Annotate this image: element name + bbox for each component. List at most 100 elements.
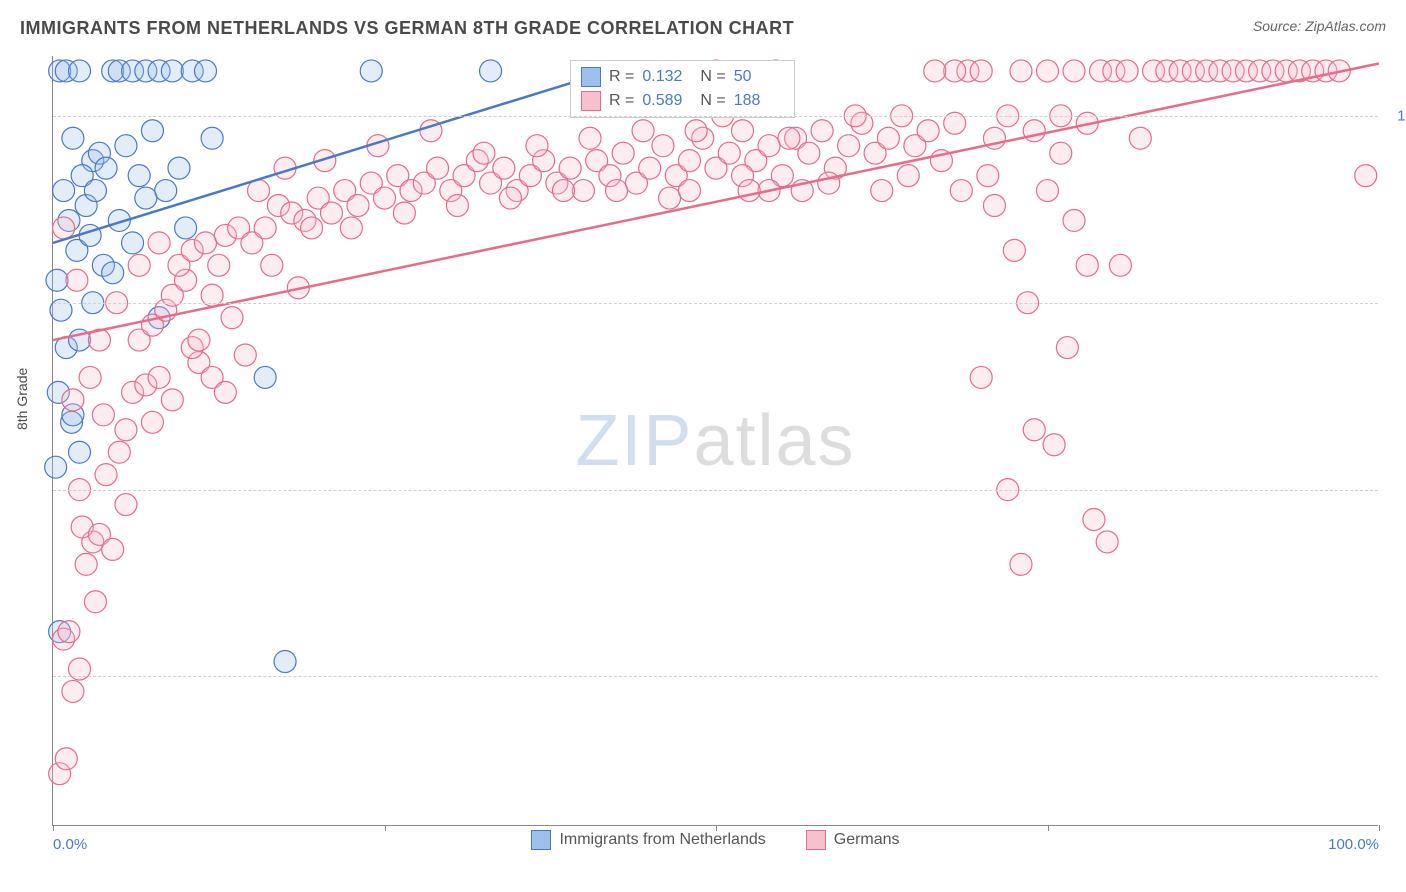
data-point (108, 441, 130, 463)
data-point (135, 187, 157, 209)
data-point (221, 307, 243, 329)
data-point (1023, 120, 1045, 142)
data-point (148, 232, 170, 254)
data-point (155, 180, 177, 202)
data-point (1010, 553, 1032, 575)
data-point (559, 157, 581, 179)
data-point (1076, 254, 1098, 276)
data-point (526, 135, 548, 157)
data-point (84, 180, 106, 202)
data-point (1116, 60, 1138, 82)
x-tick (716, 825, 717, 831)
data-point (374, 187, 396, 209)
plot-area: ZIPatlas R =0.132N =50R =0.589N =188 Imm… (52, 56, 1378, 826)
data-point (983, 195, 1005, 217)
data-point (473, 142, 495, 164)
legend-row: R =0.589N =188 (581, 89, 784, 113)
data-point (128, 165, 150, 187)
data-point (1037, 180, 1059, 202)
data-point (977, 165, 999, 187)
data-point (553, 180, 575, 202)
data-point (254, 366, 276, 388)
data-point (446, 195, 468, 217)
data-point (92, 404, 114, 426)
data-point (652, 135, 674, 157)
data-point (838, 135, 860, 157)
data-point (1096, 531, 1118, 553)
data-point (1063, 60, 1085, 82)
legend-swatch (806, 830, 826, 850)
data-point (1050, 142, 1072, 164)
r-value: 0.132 (642, 68, 692, 86)
data-point (917, 120, 939, 142)
data-point (168, 157, 190, 179)
legend-row: R =0.132N =50 (581, 65, 784, 89)
data-point (572, 180, 594, 202)
data-point (79, 224, 101, 246)
data-point (659, 187, 681, 209)
data-point (897, 165, 919, 187)
data-point (95, 157, 117, 179)
data-point (194, 60, 216, 82)
data-point (102, 262, 124, 284)
data-point (261, 254, 283, 276)
x-tick (1048, 825, 1049, 831)
data-point (1129, 127, 1151, 149)
data-point (175, 217, 197, 239)
data-point (188, 329, 210, 351)
data-point (493, 157, 515, 179)
legend-swatch (581, 67, 601, 87)
data-point (1063, 209, 1085, 231)
x-tick (53, 825, 54, 831)
data-point (208, 254, 230, 276)
series-legend: Immigrants from NetherlandsGermans (53, 830, 1378, 855)
n-label: N = (700, 68, 725, 86)
data-point (102, 538, 124, 560)
data-point (148, 366, 170, 388)
scatter-plot-svg (53, 56, 1378, 825)
gridline-h (53, 676, 1378, 677)
y-tick-label: 95.0% (1388, 481, 1406, 498)
data-point (194, 232, 216, 254)
data-point (944, 60, 966, 82)
gridline-h (53, 303, 1378, 304)
data-point (53, 180, 75, 202)
gridline-h (53, 490, 1378, 491)
y-tick-label: 100.0% (1388, 107, 1406, 124)
data-point (79, 366, 101, 388)
data-point (499, 187, 521, 209)
r-value: 0.589 (642, 92, 692, 110)
legend-swatch (531, 830, 551, 850)
data-point (115, 494, 137, 516)
data-point (732, 120, 754, 142)
data-point (360, 60, 382, 82)
data-point (301, 217, 323, 239)
n-label: N = (700, 92, 725, 110)
x-tick (385, 825, 386, 831)
data-point (678, 180, 700, 202)
data-point (612, 142, 634, 164)
data-point (161, 60, 183, 82)
data-point (778, 127, 800, 149)
data-point (579, 127, 601, 149)
data-point (639, 157, 661, 179)
data-point (66, 269, 88, 291)
data-point (128, 254, 150, 276)
data-point (115, 419, 137, 441)
data-point (877, 127, 899, 149)
legend-label: Immigrants from Netherlands (559, 831, 765, 849)
data-point (340, 217, 362, 239)
data-point (1023, 419, 1045, 441)
data-point (274, 651, 296, 673)
data-point (811, 120, 833, 142)
y-axis-label: 8th Grade (14, 368, 30, 430)
data-point (53, 217, 75, 239)
data-point (1037, 60, 1059, 82)
data-point (55, 748, 77, 770)
data-point (758, 135, 780, 157)
data-point (480, 60, 502, 82)
data-point (201, 127, 223, 149)
x-tick (1379, 825, 1380, 831)
data-point (950, 180, 972, 202)
data-point (141, 120, 163, 142)
